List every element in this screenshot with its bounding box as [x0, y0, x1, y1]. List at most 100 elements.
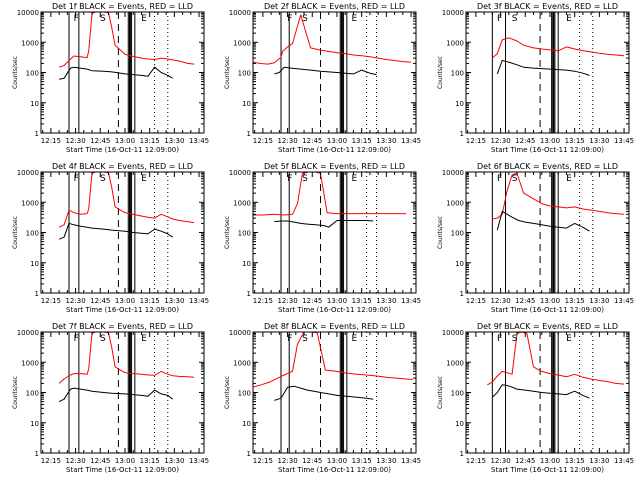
y-tick-label: 100	[238, 70, 251, 78]
y-tick-label: 10	[242, 260, 251, 268]
detector-panel-6: F S E 1 10 100 1000 10000 12:15 12:30 12:45 13:00 13…	[437, 162, 634, 314]
x-tick-label: 12:30	[490, 297, 510, 305]
detector-panel-3: F S E 1 10 100 1000 10000 12:15 12:30 12:45 13:00 13…	[437, 2, 634, 154]
marker-letter-s: S	[100, 174, 106, 184]
marker-letter-e: E	[351, 14, 357, 24]
marker-letter-e: E	[566, 14, 572, 24]
y-tick-label: 10	[30, 420, 39, 428]
x-tick-label: 12:15	[253, 137, 273, 145]
x-axis-label: Start Time (16-Oct-11 12:09:00)	[491, 466, 604, 474]
x-tick-label: 13:15	[140, 297, 160, 305]
x-tick-label: 12:30	[277, 297, 297, 305]
marker-letter-s: S	[512, 174, 518, 184]
y-tick-label: 100	[451, 70, 464, 78]
x-axis-label: Start Time (16-Oct-11 12:09:00)	[278, 306, 391, 314]
y-tick-label: 1	[460, 130, 464, 138]
y-tick-label: 10	[242, 420, 251, 428]
x-tick-label: 13:15	[140, 457, 160, 465]
axes-frame	[40, 331, 205, 454]
x-tick-label: 12:45	[302, 137, 322, 145]
x-tick-label: 13:45	[189, 297, 209, 305]
x-tick-label: 12:30	[65, 297, 85, 305]
x-tick-label: 13:15	[565, 137, 585, 145]
x-tick-label: 13:00	[540, 457, 560, 465]
marker-letter-f: F	[74, 14, 79, 24]
axes-frame	[465, 171, 630, 294]
marker-letter-e: E	[351, 174, 357, 184]
x-tick-label: 13:30	[376, 137, 396, 145]
x-tick-label: 12:45	[515, 297, 535, 305]
marker-letter-s: S	[302, 334, 308, 344]
detector-panel-1: F S E 1 10 100 1000 10000 12:15 12:30 12:45 13:00 13…	[12, 2, 209, 154]
y-tick-label: 1	[247, 130, 251, 138]
y-tick-label: 1	[460, 450, 464, 458]
y-axis-label: Counts/sec	[437, 216, 444, 249]
marker-letter-f: F	[287, 334, 292, 344]
x-tick-label: 13:15	[565, 297, 585, 305]
plot-area	[491, 12, 625, 133]
y-tick-label: 10	[455, 100, 464, 108]
y-tick-label: 1	[247, 290, 251, 298]
x-tick-label: 12:30	[65, 137, 85, 145]
series-line-lld	[492, 172, 625, 220]
plot-area	[58, 172, 195, 293]
y-tick-label: 1000	[446, 39, 464, 47]
marker-letter-s: S	[512, 14, 518, 24]
x-tick-label: 13:45	[401, 457, 421, 465]
x-axis-label: Start Time (16-Oct-11 12:09:00)	[66, 466, 179, 474]
x-tick-label: 12:30	[490, 457, 510, 465]
x-axis-label: Start Time (16-Oct-11 12:09:00)	[278, 466, 391, 474]
x-tick-label: 12:45	[90, 297, 110, 305]
marker-letter-s: S	[302, 14, 308, 24]
y-tick-label: 10000	[229, 9, 251, 17]
series-line-events	[274, 66, 377, 76]
x-tick-label: 13:00	[115, 297, 135, 305]
x-tick-label: 13:00	[327, 297, 347, 305]
chart-title: Det 3f BLACK = Events, RED = LLD	[477, 2, 618, 11]
y-tick-label: 1000	[21, 39, 39, 47]
y-tick-label: 1000	[233, 359, 251, 367]
y-tick-label: 10000	[229, 169, 251, 177]
plot-area	[253, 172, 407, 293]
x-tick-label: 13:00	[327, 137, 347, 145]
chart-title: Det 2f BLACK = Events, RED = LLD	[264, 2, 405, 11]
detector-panel-2: F S E 1 10 100 1000 10000 12:15 12:30 12:45 13:00 13…	[224, 2, 421, 154]
x-tick-label: 12:45	[302, 457, 322, 465]
y-tick-label: 10000	[442, 169, 464, 177]
axes-frame	[465, 11, 630, 134]
x-tick-label: 13:30	[376, 457, 396, 465]
y-tick-label: 100	[26, 390, 39, 398]
x-tick-label: 13:30	[164, 137, 184, 145]
series-line-events	[274, 385, 374, 401]
marker-letter-e: E	[141, 174, 147, 184]
y-axis-label: Counts/sec	[437, 376, 444, 409]
x-tick-label: 12:15	[466, 297, 486, 305]
x-tick-label: 13:00	[540, 297, 560, 305]
x-tick-label: 13:30	[589, 457, 609, 465]
x-tick-label: 12:45	[90, 137, 110, 145]
chart-title: Det 9f BLACK = Events, RED = LLD	[477, 322, 618, 331]
detector-panel-7: F S E 1 10 100 1000 10000 12:15 12:30 12:45 13:00 13…	[12, 322, 209, 474]
marker-letter-e: E	[141, 334, 147, 344]
axes-frame	[252, 331, 417, 454]
y-tick-label: 1	[247, 450, 251, 458]
marker-letter-s: S	[302, 174, 308, 184]
x-tick-label: 12:30	[277, 457, 297, 465]
detector-panel-8: F S E 1 10 100 1000 10000 12:15 12:30 12:45 13:00 13…	[224, 322, 421, 474]
x-tick-label: 13:30	[164, 457, 184, 465]
y-tick-label: 1000	[233, 199, 251, 207]
y-axis-label: Counts/sec	[12, 216, 19, 249]
y-axis-label: Counts/sec	[12, 376, 19, 409]
y-axis-label: Counts/sec	[224, 216, 231, 249]
x-tick-label: 13:45	[401, 137, 421, 145]
y-axis-label: Counts/sec	[437, 56, 444, 89]
y-tick-label: 100	[26, 70, 39, 78]
x-tick-label: 12:15	[253, 457, 273, 465]
plot-area	[58, 12, 195, 133]
x-tick-label: 12:30	[490, 137, 510, 145]
y-tick-label: 10	[455, 420, 464, 428]
y-tick-label: 1000	[446, 359, 464, 367]
x-tick-label: 13:30	[589, 137, 609, 145]
